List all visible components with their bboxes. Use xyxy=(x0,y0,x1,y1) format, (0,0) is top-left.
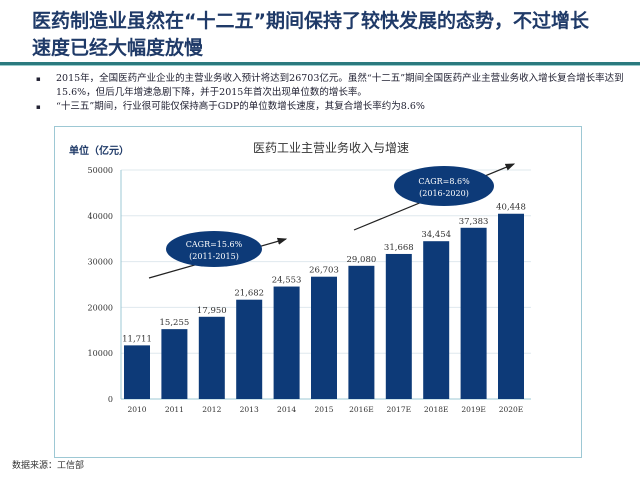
x-tick-label: 2016E xyxy=(349,405,374,414)
bar-2017E xyxy=(385,253,412,399)
bullet-item: 2015年，全国医药产业企业的主营业务收入预计将达到26703亿元。虽然“十二五… xyxy=(36,72,626,100)
bar-2018E xyxy=(423,241,450,399)
bar-2019E xyxy=(460,227,487,399)
data-label: 29,080 xyxy=(347,255,377,265)
x-tick-label: 2011 xyxy=(165,405,184,414)
y-tick-label: 10000 xyxy=(88,349,113,358)
bar-2012 xyxy=(198,316,225,399)
data-label: 37,383 xyxy=(459,217,489,227)
x-tick-label: 2013 xyxy=(240,405,259,414)
x-tick-label: 2010 xyxy=(127,405,146,414)
bullet-list: 2015年，全国医药产业企业的主营业务收入预计将达到26703亿元。虽然“十二五… xyxy=(36,72,626,114)
data-label: 34,454 xyxy=(421,230,451,240)
data-label: 24,553 xyxy=(272,276,302,286)
bar-2020E xyxy=(498,213,524,399)
x-tick-label: 2015 xyxy=(314,405,333,414)
y-tick-label: 50000 xyxy=(88,166,113,175)
x-tick-label: 2018E xyxy=(424,405,449,414)
cagr-label: CAGR=8.6% xyxy=(418,177,470,186)
bar-2011 xyxy=(161,329,188,399)
x-tick-label: 2020E xyxy=(499,405,524,414)
chart-frame: 医药工业主营业务收入与增速 单位（亿元） 0 10000 20000 30000 40000… xyxy=(54,126,582,458)
bar-2010 xyxy=(124,345,150,399)
data-label: 17,950 xyxy=(197,306,227,316)
data-label: 40,448 xyxy=(496,203,526,213)
bullet-item: “十三五”期间，行业很可能仅保持高于GDP的单位数增长速度，其复合增长率约为8.… xyxy=(36,100,626,114)
page-title: 医药制造业虽然在“十二五”期间保持了较快发展的态势，不过增长速度已经大幅度放慢 xyxy=(32,10,589,59)
chart-title: 医药工业主营业务收入与增速 xyxy=(253,140,409,155)
bar-chart: 医药工业主营业务收入与增速 单位（亿元） 0 10000 20000 30000 40000… xyxy=(69,140,531,414)
bar-2016E xyxy=(348,265,375,399)
x-tick-label: 2014 xyxy=(277,405,296,414)
y-tick-label: 0 xyxy=(108,395,113,404)
y-tick-label: 20000 xyxy=(88,303,113,312)
y-tick-label: 30000 xyxy=(88,258,113,267)
title-divider xyxy=(0,62,640,66)
x-tick-label: 2019E xyxy=(461,405,486,414)
y-axis-label: 单位（亿元） xyxy=(69,144,129,157)
y-tick-label: 40000 xyxy=(88,212,113,221)
data-label: 15,255 xyxy=(160,318,190,328)
cagr-label: CAGR=15.6% xyxy=(186,240,243,249)
data-label: 31,668 xyxy=(384,243,414,253)
cagr-period: (2016-2020) xyxy=(419,189,469,198)
cagr-period: (2011-2015) xyxy=(189,252,239,261)
data-label: 11,711 xyxy=(122,334,152,344)
data-source: 数据来源：工信部 xyxy=(12,461,85,471)
x-tick-label: 2012 xyxy=(202,405,221,414)
bar-2014 xyxy=(273,286,300,399)
bar-2015 xyxy=(311,276,337,399)
data-label: 21,682 xyxy=(234,289,264,299)
data-label: 26,703 xyxy=(309,266,339,276)
cagr-bubble xyxy=(394,166,494,206)
x-tick-label: 2017E xyxy=(387,405,412,414)
bar-2013 xyxy=(236,299,263,399)
cagr-bubble xyxy=(166,231,262,267)
